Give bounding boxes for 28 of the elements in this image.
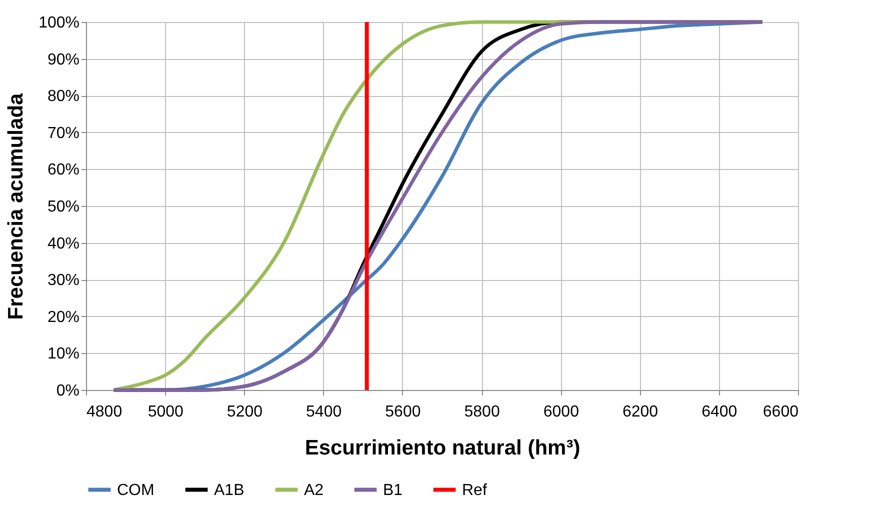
x-tick-label: 6200 bbox=[622, 404, 658, 420]
legend-label: COM bbox=[117, 482, 154, 499]
y-tick-label: 60% bbox=[47, 162, 80, 179]
x-tick-label: 5400 bbox=[306, 404, 342, 420]
x-tick-label: 5000 bbox=[148, 404, 184, 420]
y-tick-label: 0% bbox=[56, 382, 80, 400]
legend-label: A1B bbox=[214, 482, 244, 499]
x-tick-label: 5200 bbox=[226, 404, 263, 420]
x-tick-label: 4800 bbox=[86, 404, 122, 420]
x-tick-label: 6400 bbox=[702, 404, 738, 420]
legend-label: B1 bbox=[383, 482, 403, 499]
y-tick-label: 100% bbox=[38, 14, 80, 32]
x-tick-label: 5600 bbox=[385, 404, 421, 420]
y-tick-label: 10% bbox=[47, 346, 80, 363]
y-tick-label: 40% bbox=[47, 235, 80, 252]
x-tick-label: 6000 bbox=[543, 404, 580, 420]
y-tick-label: 30% bbox=[47, 272, 80, 290]
x-tick-label: 6600 bbox=[762, 404, 799, 420]
y-tick-label: 70% bbox=[47, 124, 80, 142]
x-axis-title: Escurrimiento natural (hm³) bbox=[304, 436, 580, 460]
x-tick-label: 5800 bbox=[464, 404, 500, 420]
y-axis-title: Frecuencia acumulada bbox=[4, 92, 28, 320]
y-tick-label: 50% bbox=[47, 198, 80, 216]
legend-label: A2 bbox=[304, 482, 324, 499]
y-tick-label: 90% bbox=[47, 51, 80, 68]
legend-label: Ref bbox=[462, 482, 488, 499]
y-tick-label: 80% bbox=[47, 88, 80, 106]
y-tick-label: 20% bbox=[47, 308, 80, 326]
